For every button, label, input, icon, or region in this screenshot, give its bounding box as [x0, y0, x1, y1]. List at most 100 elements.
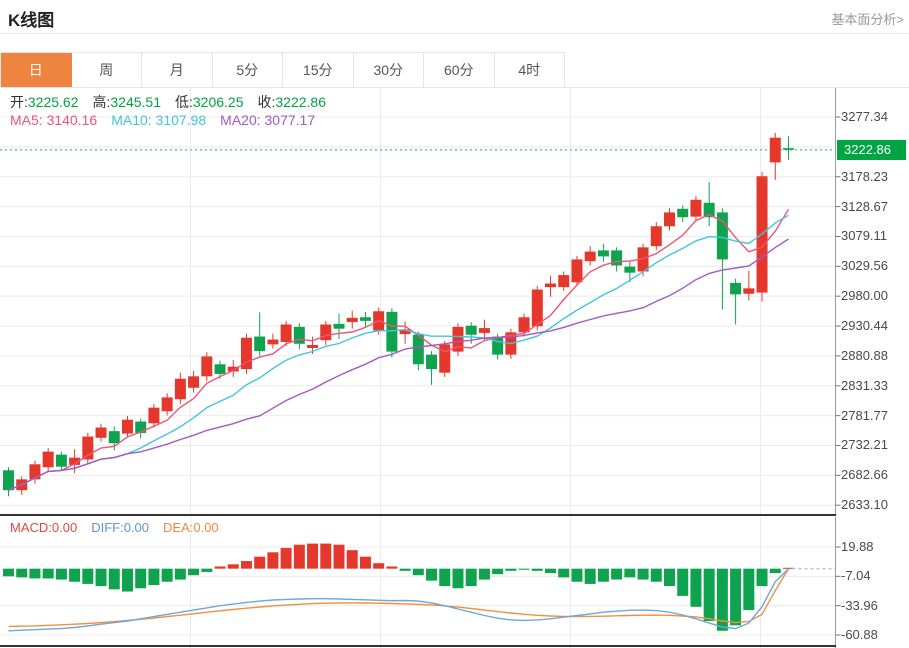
- candle-body: [690, 199, 702, 217]
- macd-bar: [201, 568, 213, 572]
- tabbar-divider: [0, 87, 909, 88]
- macd-legend-diff: DIFF:0.00: [91, 520, 150, 535]
- macd-bar: [756, 568, 768, 587]
- macd-bar: [240, 561, 252, 569]
- macd-bar: [16, 568, 28, 578]
- macd-chart[interactable]: [0, 517, 909, 648]
- candle-body: [346, 317, 358, 323]
- candlestick-chart[interactable]: [0, 88, 909, 515]
- price-axis-label: 3277.34: [841, 109, 888, 124]
- candle-body: [214, 364, 226, 374]
- diff-line: [8, 568, 789, 632]
- price-axis-label: 3128.67: [841, 198, 888, 214]
- candle-body: [82, 436, 94, 460]
- macd-bar: [69, 568, 81, 582]
- macd-bar: [346, 550, 358, 569]
- price-axis-label: 2980.00: [841, 288, 888, 304]
- tab-30min[interactable]: 30分: [353, 53, 424, 88]
- macd-bar: [399, 568, 411, 571]
- macd-bar: [769, 568, 781, 574]
- macd-bar: [174, 568, 186, 580]
- candle-body: [584, 251, 596, 262]
- candle-body: [333, 323, 345, 329]
- macd-bar: [29, 568, 41, 579]
- macd-bar: [637, 568, 649, 580]
- macd-bar: [426, 568, 438, 581]
- macd-bar: [267, 552, 279, 569]
- bottom-divider: [0, 645, 836, 647]
- tab-day[interactable]: 日: [1, 53, 72, 88]
- timeframe-tabs: 日周月 5分 15分 30分 60分 4时: [0, 52, 565, 88]
- tab-month[interactable]: 月: [142, 53, 213, 88]
- candle-body: [161, 397, 173, 412]
- macd-bar: [505, 568, 517, 571]
- macd-bar: [55, 568, 67, 580]
- candle-body: [42, 451, 54, 468]
- tab-15min[interactable]: 15分: [283, 53, 354, 88]
- macd-bar: [320, 543, 332, 569]
- macd-bar: [254, 556, 266, 569]
- macd-bar: [359, 556, 371, 569]
- candle-body: [571, 259, 583, 283]
- candle-body: [174, 378, 186, 400]
- macd-bar: [293, 544, 305, 569]
- macd-bar: [214, 566, 226, 569]
- ohlc-legend-open: 开:3225.62: [10, 94, 79, 110]
- price-axis-label: 2633.10: [841, 497, 888, 513]
- macd-bar: [677, 568, 689, 596]
- candle-body: [611, 250, 623, 266]
- macd-histogram: [3, 543, 794, 631]
- candle-body: [597, 250, 609, 257]
- price-axis-label: 3178.23: [841, 168, 888, 184]
- macd-bar: [227, 564, 239, 569]
- candle-body: [769, 137, 781, 163]
- candle-body: [29, 464, 41, 480]
- ma5-line: [8, 208, 790, 491]
- candle-body: [531, 289, 543, 327]
- tab-60min[interactable]: 60分: [424, 53, 495, 88]
- macd-bar: [611, 568, 623, 580]
- macd-axis-label: -33.96: [841, 597, 878, 613]
- ma-legend-ma10: MA10: 3107.98: [111, 112, 207, 128]
- candle-body: [703, 202, 715, 218]
- fundamental-analysis-link[interactable]: 基本面分析>: [831, 12, 904, 27]
- candle-body: [55, 454, 67, 467]
- macd-bar: [624, 568, 636, 578]
- macd-bar: [82, 568, 94, 584]
- candle-body: [730, 282, 742, 295]
- macd-bar: [571, 568, 583, 582]
- macd-bar: [333, 544, 345, 569]
- candle-body: [359, 317, 371, 321]
- current-price-badge: 3222.86: [837, 139, 906, 160]
- macd-bar: [664, 568, 675, 587]
- candle-body: [452, 326, 464, 352]
- macd-bar: [716, 568, 728, 631]
- macd-legend-dea: DEA:0.00: [163, 520, 219, 535]
- header-divider: [0, 33, 909, 34]
- price-axis-label: 3029.56: [841, 258, 888, 274]
- ohlc-legend-close: 收:3222.86: [257, 94, 327, 110]
- macd-bar: [478, 568, 490, 580]
- candle-body: [293, 326, 305, 344]
- tab-4hour[interactable]: 4时: [494, 53, 565, 88]
- price-axis-label: 2880.88: [841, 347, 888, 363]
- candle-body: [121, 419, 133, 434]
- candle-body: [254, 336, 266, 352]
- price-axis-label: 2831.33: [841, 377, 888, 393]
- macd-bar: [492, 568, 504, 575]
- candle-body: [135, 421, 147, 433]
- macd-bar: [743, 568, 755, 611]
- candle-body: [201, 356, 213, 377]
- candle-body: [148, 407, 160, 424]
- macd-bar: [386, 566, 398, 569]
- macd-bar: [121, 568, 133, 592]
- tab-week[interactable]: 周: [71, 53, 142, 88]
- macd-bar: [161, 568, 173, 582]
- ohlc-legend-low: 低:3206.25: [175, 94, 244, 110]
- candle-body: [3, 470, 14, 491]
- candle-body: [267, 339, 279, 345]
- candle-body: [95, 427, 107, 438]
- macd-legend: MACD:0.00 DIFF:0.00 DEA:0.00: [10, 520, 233, 535]
- tab-5min[interactable]: 5分: [212, 53, 283, 88]
- macd-legend-macd: MACD:0.00: [10, 520, 78, 535]
